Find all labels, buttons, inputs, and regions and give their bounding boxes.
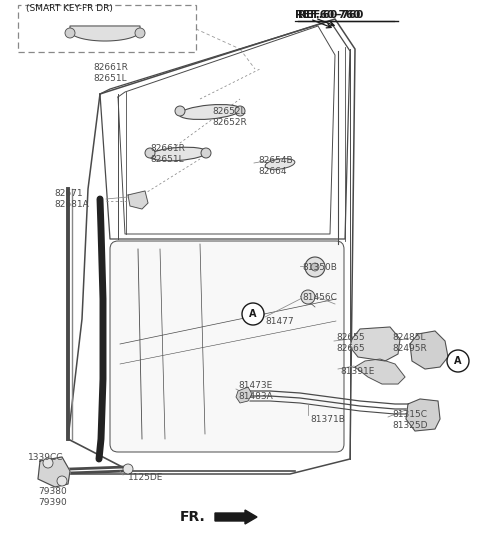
Text: 82485L
82495R: 82485L 82495R (392, 333, 427, 353)
Text: 82671
82681A: 82671 82681A (54, 189, 89, 209)
Polygon shape (128, 191, 148, 209)
Ellipse shape (149, 147, 207, 161)
FancyBboxPatch shape (110, 241, 344, 452)
Circle shape (235, 106, 245, 116)
Text: 1125DE: 1125DE (128, 473, 163, 482)
Circle shape (123, 464, 133, 474)
Circle shape (65, 28, 75, 38)
Text: (SMART KEY-FR DR): (SMART KEY-FR DR) (26, 4, 113, 13)
Polygon shape (38, 457, 70, 487)
Circle shape (242, 303, 264, 325)
Circle shape (201, 148, 211, 158)
Text: 81456C: 81456C (302, 293, 337, 301)
FancyArrow shape (215, 510, 257, 524)
Text: 81371B: 81371B (310, 414, 345, 424)
Circle shape (145, 148, 155, 158)
Text: 82652L
82652R: 82652L 82652R (212, 107, 247, 127)
Circle shape (301, 290, 315, 304)
Polygon shape (410, 331, 448, 369)
Polygon shape (406, 399, 440, 431)
Polygon shape (355, 359, 405, 384)
Ellipse shape (179, 105, 241, 120)
Ellipse shape (265, 158, 295, 169)
Text: 79380
79390: 79380 79390 (38, 487, 67, 507)
Text: A: A (249, 309, 257, 319)
Text: 82655
82665: 82655 82665 (336, 333, 365, 353)
Polygon shape (70, 26, 140, 41)
Circle shape (311, 263, 319, 271)
Text: 81315C
81325D: 81315C 81325D (392, 410, 428, 430)
Text: 82654B
82664: 82654B 82664 (258, 156, 293, 176)
Text: 81477: 81477 (265, 317, 294, 327)
Circle shape (305, 257, 325, 277)
Text: 81391E: 81391E (340, 368, 374, 377)
Circle shape (57, 476, 67, 486)
Text: 82661R
82651L: 82661R 82651L (150, 144, 185, 164)
Text: 81350B: 81350B (302, 262, 337, 272)
Polygon shape (350, 327, 400, 361)
Text: 81473E
81483A: 81473E 81483A (238, 381, 273, 401)
Text: 82661R
82651L: 82661R 82651L (93, 63, 128, 83)
Text: REF.60-760: REF.60-760 (295, 10, 360, 20)
Circle shape (135, 28, 145, 38)
Text: FR.: FR. (180, 510, 206, 524)
Circle shape (447, 350, 469, 372)
Text: 1339CC: 1339CC (28, 453, 63, 461)
Polygon shape (236, 387, 252, 403)
Circle shape (175, 106, 185, 116)
Text: REF.60-760: REF.60-760 (298, 10, 363, 20)
Circle shape (43, 458, 53, 468)
Text: A: A (454, 356, 462, 366)
